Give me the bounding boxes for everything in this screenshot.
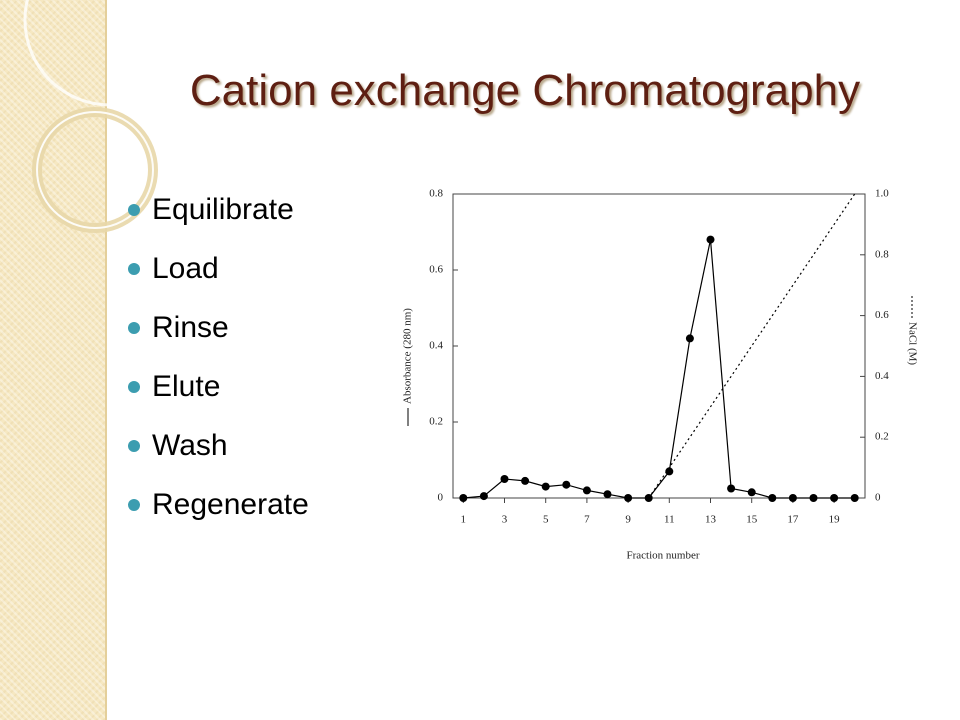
x-tick-label: 7 bbox=[584, 514, 590, 526]
bullet-item: Load bbox=[120, 245, 309, 304]
bullet-item: Wash bbox=[120, 422, 309, 481]
y-tick-label: 0.4 bbox=[429, 340, 443, 352]
series-line bbox=[463, 239, 855, 499]
slide-title: Cation exchange Chromatography bbox=[189, 66, 861, 115]
data-point bbox=[521, 476, 530, 485]
plot-frame bbox=[452, 193, 866, 499]
data-point bbox=[562, 480, 571, 489]
data-point bbox=[768, 494, 777, 502]
data-point bbox=[500, 475, 509, 483]
data-point bbox=[624, 494, 633, 502]
y-tick-label: 0.6 bbox=[429, 264, 443, 276]
x-tick-label: 17 bbox=[787, 514, 799, 526]
data-point bbox=[459, 494, 468, 502]
data-point bbox=[727, 484, 736, 493]
data-point bbox=[541, 482, 550, 491]
x-tick-label: 11 bbox=[664, 514, 675, 526]
data-point bbox=[788, 494, 797, 502]
bullet-item: Regenerate bbox=[120, 481, 309, 540]
data-point bbox=[747, 488, 756, 497]
x-tick-label: 13 bbox=[705, 514, 717, 526]
x-tick-label: 19 bbox=[829, 514, 841, 526]
data-point bbox=[665, 467, 674, 476]
y2-axis-title: NaCl (M) bbox=[906, 296, 918, 365]
x-tick-label: 1 bbox=[461, 514, 467, 526]
bullet-list: Equilibrate Load Rinse Elute Wash Regenerate bbox=[120, 186, 309, 540]
y2-tick-label: 0.6 bbox=[875, 309, 889, 321]
y2-tick-label: 0.4 bbox=[875, 370, 889, 382]
data-point bbox=[850, 494, 859, 502]
x-tick-label: 5 bbox=[543, 514, 549, 526]
data-point bbox=[582, 486, 591, 495]
y-axis-title: Absorbance (280 nm) bbox=[402, 308, 414, 426]
y-tick-label: 0 bbox=[438, 492, 444, 504]
y-tick-label: 0.8 bbox=[429, 188, 443, 200]
series-line bbox=[648, 193, 856, 499]
x-tick-label: 15 bbox=[746, 514, 758, 526]
data-point bbox=[830, 494, 839, 502]
y-tick-label: 0.2 bbox=[429, 416, 443, 428]
y2-tick-label: 0.8 bbox=[875, 248, 889, 260]
x-axis-label: Fraction number bbox=[626, 550, 699, 562]
y-axis-label: Absorbance (280 nm) bbox=[402, 308, 414, 404]
x-tick-label: 3 bbox=[502, 514, 508, 526]
data-point bbox=[809, 494, 818, 502]
y2-axis-label: NaCl (M) bbox=[906, 322, 918, 365]
data-point bbox=[603, 490, 612, 499]
y2-tick-label: 1.0 bbox=[875, 188, 889, 200]
data-point bbox=[479, 492, 488, 501]
y2-tick-label: 0.2 bbox=[875, 431, 889, 443]
decorative-strip bbox=[0, 0, 107, 720]
y2-tick-label: 0 bbox=[875, 492, 881, 504]
bullet-item: Equilibrate bbox=[120, 186, 309, 245]
data-point bbox=[685, 334, 694, 343]
x-tick-label: 9 bbox=[625, 514, 631, 526]
bullet-item: Rinse bbox=[120, 304, 309, 363]
data-point bbox=[706, 235, 715, 244]
bullet-item: Elute bbox=[120, 363, 309, 422]
